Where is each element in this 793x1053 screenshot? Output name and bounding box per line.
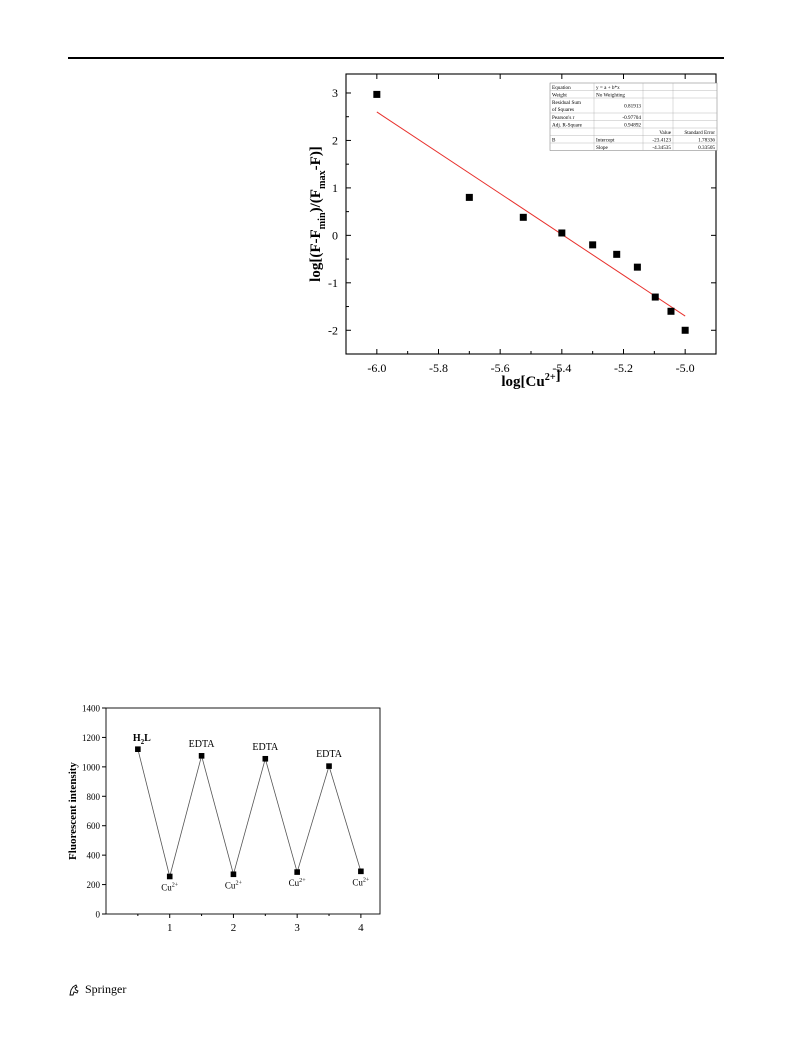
data-point [198,753,205,759]
data-point [613,250,621,258]
table-cell: 1.78336 [698,137,715,143]
fit-stats-table: Equation y = a + b*x Weight No Weighting Res… [549,82,718,151]
x-tick-label: -6.0 [367,361,386,375]
y-axis-label: log[(F-Fmin)/(Fmax-F)] [308,146,328,282]
table-cell: 0.33505 [698,145,715,151]
y-tick-label: 1200 [82,733,101,743]
data-point [135,746,141,752]
y-tick-label: 1000 [82,762,101,772]
y-tick-label: 800 [87,792,101,802]
x-tick-label: -5.6 [491,361,510,375]
y-tick-label: 1400 [82,704,101,714]
table-cell: Slope [596,145,609,151]
x-tick-label: -5.8 [429,361,448,375]
y-tick-label: 0 [96,910,101,920]
table-cell: Value [659,130,672,136]
point-label: Cu2+ [225,880,243,890]
table-cell: of Squares [552,106,574,113]
data-point [558,229,566,237]
x-tick-label: 3 [294,922,300,934]
point-label: EDTA [252,742,279,753]
point-label: Cu2+ [352,877,370,887]
x-axis-label: log[Cu2+] [501,368,560,390]
reversibility-chart: 1 2 3 4 1400 1200 1000 800 600 400 200 0 H2L Cu2+ EDTA… [67,704,381,934]
fit-line [376,111,686,317]
y-tick-label: -1 [328,276,338,290]
data-point [326,763,332,769]
point-label: H2L [133,733,151,746]
data-point [358,868,364,875]
x-tick-label: 1 [167,922,173,934]
x-tick-label: -5.4 [552,361,571,375]
table-cell: Adj. R-Square [552,122,583,128]
footer: Springer [68,982,126,997]
table-cell: -0.97704 [622,115,641,121]
y-tick-label: 1 [332,181,338,195]
log-plot-chart: -6.0 -5.8 -5.6 -5.4 -5.2 -5.0 3 2 1 0 -1 -2 log[Cu2+… [308,73,718,390]
y-tick-label: 3 [332,86,338,100]
y-tick-label: -2 [328,323,338,337]
y-axis-label: Fluorescent intensity [67,762,79,860]
springer-horse-icon [69,983,79,995]
data-point [262,755,269,762]
data-point [519,213,527,221]
table-cell: y = a + b*x [596,85,620,91]
data-point [373,90,381,98]
table-cell: 0.81913 [624,104,641,110]
x-tick-label: 2 [231,922,237,934]
series-line [137,749,362,877]
table-cell: 0.94892 [624,122,641,128]
data-point [166,873,173,880]
x-tick-label: -5.2 [614,361,633,375]
data-point [465,193,473,201]
point-label: EDTA [316,749,343,760]
y-tick-label: 2 [332,133,338,147]
x-tick-label: -5.0 [676,361,695,375]
data-point [230,871,237,878]
y-tick-label: 200 [87,880,101,890]
table-cell: Equation [552,85,571,91]
data-point [633,263,641,271]
data-point [589,241,597,249]
table-cell: Weight [552,92,567,98]
table-cell: -4.34535 [652,145,671,151]
table-cell: Standard Error [684,130,715,136]
publisher-name: Springer [85,982,127,996]
table-cell: No Weighting [596,92,625,98]
table-cell: -23.4123 [652,137,671,143]
point-label: Cu2+ [289,878,307,888]
table-frame [549,82,718,151]
table-cell: B [552,137,556,143]
table-cell: Intercept [596,137,615,143]
data-point [294,869,300,875]
table-cell: Residual Sum [552,100,581,106]
y-tick-label: 600 [87,821,101,831]
point-label: Cu2+ [161,882,179,892]
point-label: EDTA [189,739,216,750]
y-tick-label: 400 [87,851,101,861]
data-point [651,293,659,301]
plot-frame [105,707,381,915]
header-rule [68,57,724,59]
data-point [681,326,689,334]
table-cell: Pearson's r [552,115,575,121]
data-point [667,307,675,315]
y-tick-label: 0 [332,228,338,242]
x-tick-label: 4 [358,922,364,934]
